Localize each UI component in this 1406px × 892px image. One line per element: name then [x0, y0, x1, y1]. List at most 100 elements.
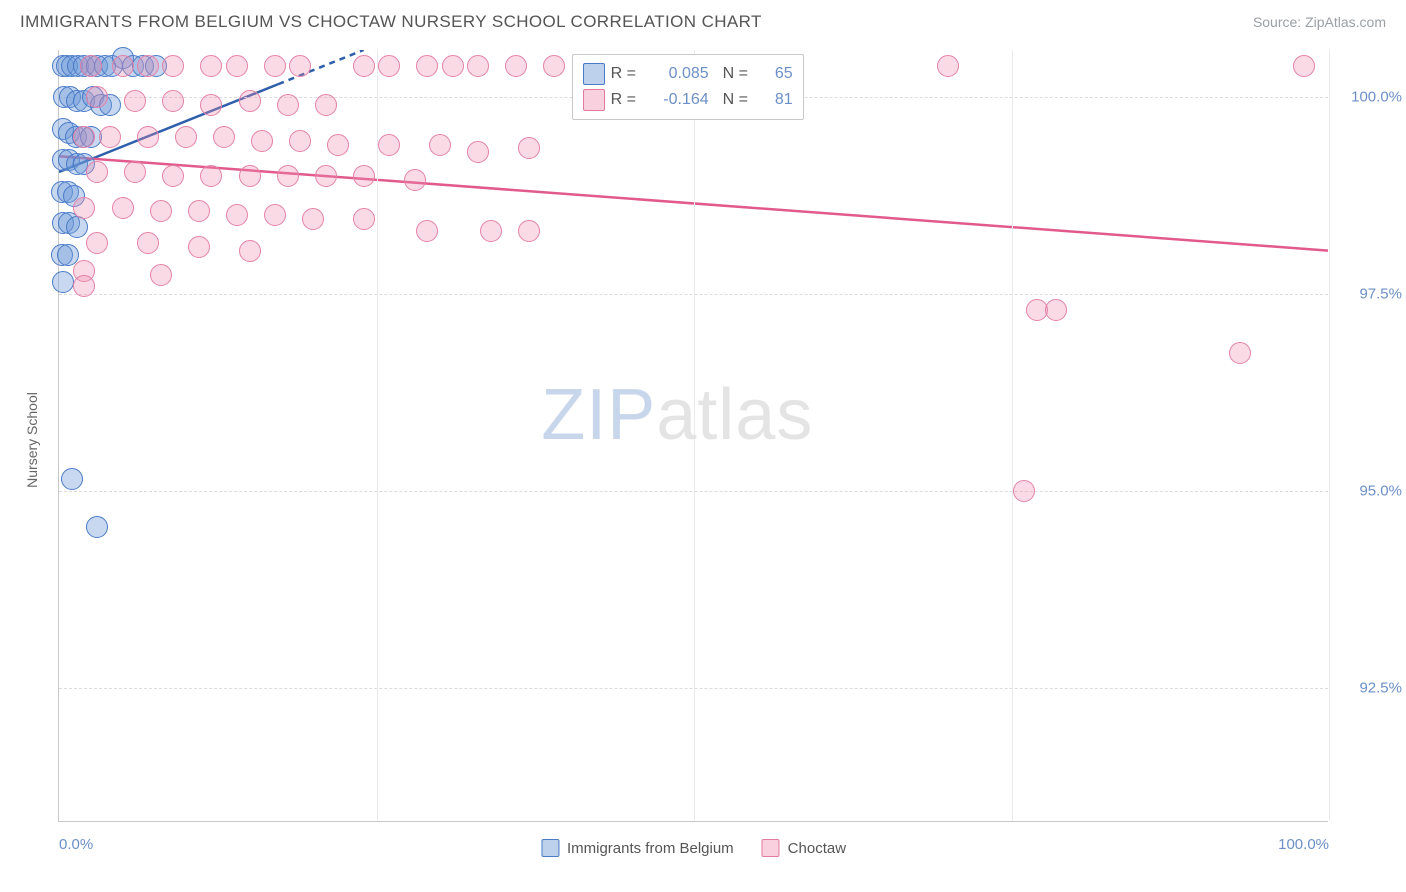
legend-r-value: 0.085 — [647, 61, 709, 87]
data-point-choctaw — [518, 220, 540, 242]
legend-swatch — [583, 89, 605, 111]
data-point-choctaw — [73, 275, 95, 297]
data-point-choctaw — [1013, 480, 1035, 502]
series-legend-item: Immigrants from Belgium — [541, 839, 734, 857]
data-point-choctaw — [353, 165, 375, 187]
data-point-choctaw — [137, 232, 159, 254]
data-point-choctaw — [442, 55, 464, 77]
data-point-choctaw — [124, 161, 146, 183]
data-point-choctaw — [86, 86, 108, 108]
data-point-choctaw — [416, 55, 438, 77]
legend-swatch — [541, 839, 559, 857]
legend-n-value: 65 — [759, 61, 793, 87]
data-point-choctaw — [302, 208, 324, 230]
data-point-choctaw — [315, 94, 337, 116]
data-point-choctaw — [188, 236, 210, 258]
y-tick-label: 95.0% — [1336, 483, 1402, 500]
scatter-chart: 92.5%95.0%97.5%100.0%0.0%100.0%ZIPatlas … — [58, 50, 1328, 822]
data-point-choctaw — [137, 126, 159, 148]
data-point-choctaw — [239, 90, 261, 112]
legend-n-value: 81 — [759, 87, 793, 113]
data-point-belgium — [86, 516, 108, 538]
data-point-choctaw — [86, 232, 108, 254]
data-point-choctaw — [124, 90, 146, 112]
data-point-choctaw — [188, 200, 210, 222]
data-point-choctaw — [289, 55, 311, 77]
data-point-choctaw — [213, 126, 235, 148]
data-point-choctaw — [239, 240, 261, 262]
data-point-choctaw — [543, 55, 565, 77]
stats-legend-row: R = 0.085 N = 65 — [583, 61, 793, 87]
data-point-choctaw — [251, 130, 273, 152]
gridline-v — [1329, 50, 1330, 821]
data-point-choctaw — [378, 55, 400, 77]
data-point-choctaw — [137, 55, 159, 77]
data-point-choctaw — [1045, 299, 1067, 321]
data-point-choctaw — [937, 55, 959, 77]
y-tick-label: 92.5% — [1336, 680, 1402, 697]
data-point-choctaw — [150, 200, 172, 222]
data-point-choctaw — [518, 137, 540, 159]
gridline-v — [1012, 50, 1013, 821]
data-point-choctaw — [73, 126, 95, 148]
data-point-choctaw — [1293, 55, 1315, 77]
data-point-choctaw — [378, 134, 400, 156]
legend-swatch — [762, 839, 780, 857]
series-legend-label: Immigrants from Belgium — [567, 840, 734, 857]
data-point-choctaw — [277, 165, 299, 187]
data-point-choctaw — [200, 55, 222, 77]
data-point-choctaw — [99, 126, 121, 148]
data-point-choctaw — [467, 55, 489, 77]
data-point-choctaw — [239, 165, 261, 187]
data-point-choctaw — [277, 94, 299, 116]
data-point-choctaw — [429, 134, 451, 156]
x-tick-label: 100.0% — [1278, 836, 1329, 853]
data-point-choctaw — [86, 161, 108, 183]
data-point-choctaw — [73, 197, 95, 219]
gridline-v — [694, 50, 695, 821]
data-point-choctaw — [1229, 342, 1251, 364]
data-point-choctaw — [264, 55, 286, 77]
x-tick-label: 0.0% — [59, 836, 93, 853]
data-point-choctaw — [226, 204, 248, 226]
stats-legend-row: R = -0.164 N = 81 — [583, 87, 793, 113]
data-point-choctaw — [226, 55, 248, 77]
legend-n-label: N = — [723, 87, 753, 113]
data-point-choctaw — [353, 208, 375, 230]
series-legend-label: Choctaw — [788, 840, 846, 857]
watermark: ZIPatlas — [541, 374, 813, 456]
data-point-belgium — [52, 271, 74, 293]
data-point-choctaw — [353, 55, 375, 77]
series-legend: Immigrants from Belgium Choctaw — [541, 839, 846, 857]
y-tick-label: 100.0% — [1336, 89, 1402, 106]
legend-r-label: R = — [611, 87, 641, 113]
source-attribution: Source: ZipAtlas.com — [1253, 14, 1386, 30]
legend-r-label: R = — [611, 61, 641, 87]
y-axis-title: Nursery School — [24, 392, 40, 488]
y-tick-label: 97.5% — [1336, 286, 1402, 303]
data-point-choctaw — [112, 197, 134, 219]
data-point-choctaw — [200, 94, 222, 116]
data-point-choctaw — [162, 55, 184, 77]
data-point-choctaw — [416, 220, 438, 242]
data-point-choctaw — [467, 141, 489, 163]
series-legend-item: Choctaw — [762, 839, 846, 857]
data-point-choctaw — [327, 134, 349, 156]
data-point-choctaw — [264, 204, 286, 226]
data-point-choctaw — [200, 165, 222, 187]
data-point-belgium — [66, 216, 88, 238]
legend-r-value: -0.164 — [647, 87, 709, 113]
data-point-belgium — [61, 468, 83, 490]
gridline-v — [377, 50, 378, 821]
data-point-choctaw — [505, 55, 527, 77]
data-point-choctaw — [175, 126, 197, 148]
data-point-choctaw — [404, 169, 426, 191]
legend-n-label: N = — [723, 61, 753, 87]
stats-legend: R = 0.085 N = 65 R = -0.164 N = 81 — [572, 54, 804, 120]
data-point-choctaw — [315, 165, 337, 187]
data-point-choctaw — [80, 55, 102, 77]
legend-swatch — [583, 63, 605, 85]
data-point-choctaw — [112, 55, 134, 77]
data-point-choctaw — [289, 130, 311, 152]
data-point-choctaw — [162, 90, 184, 112]
